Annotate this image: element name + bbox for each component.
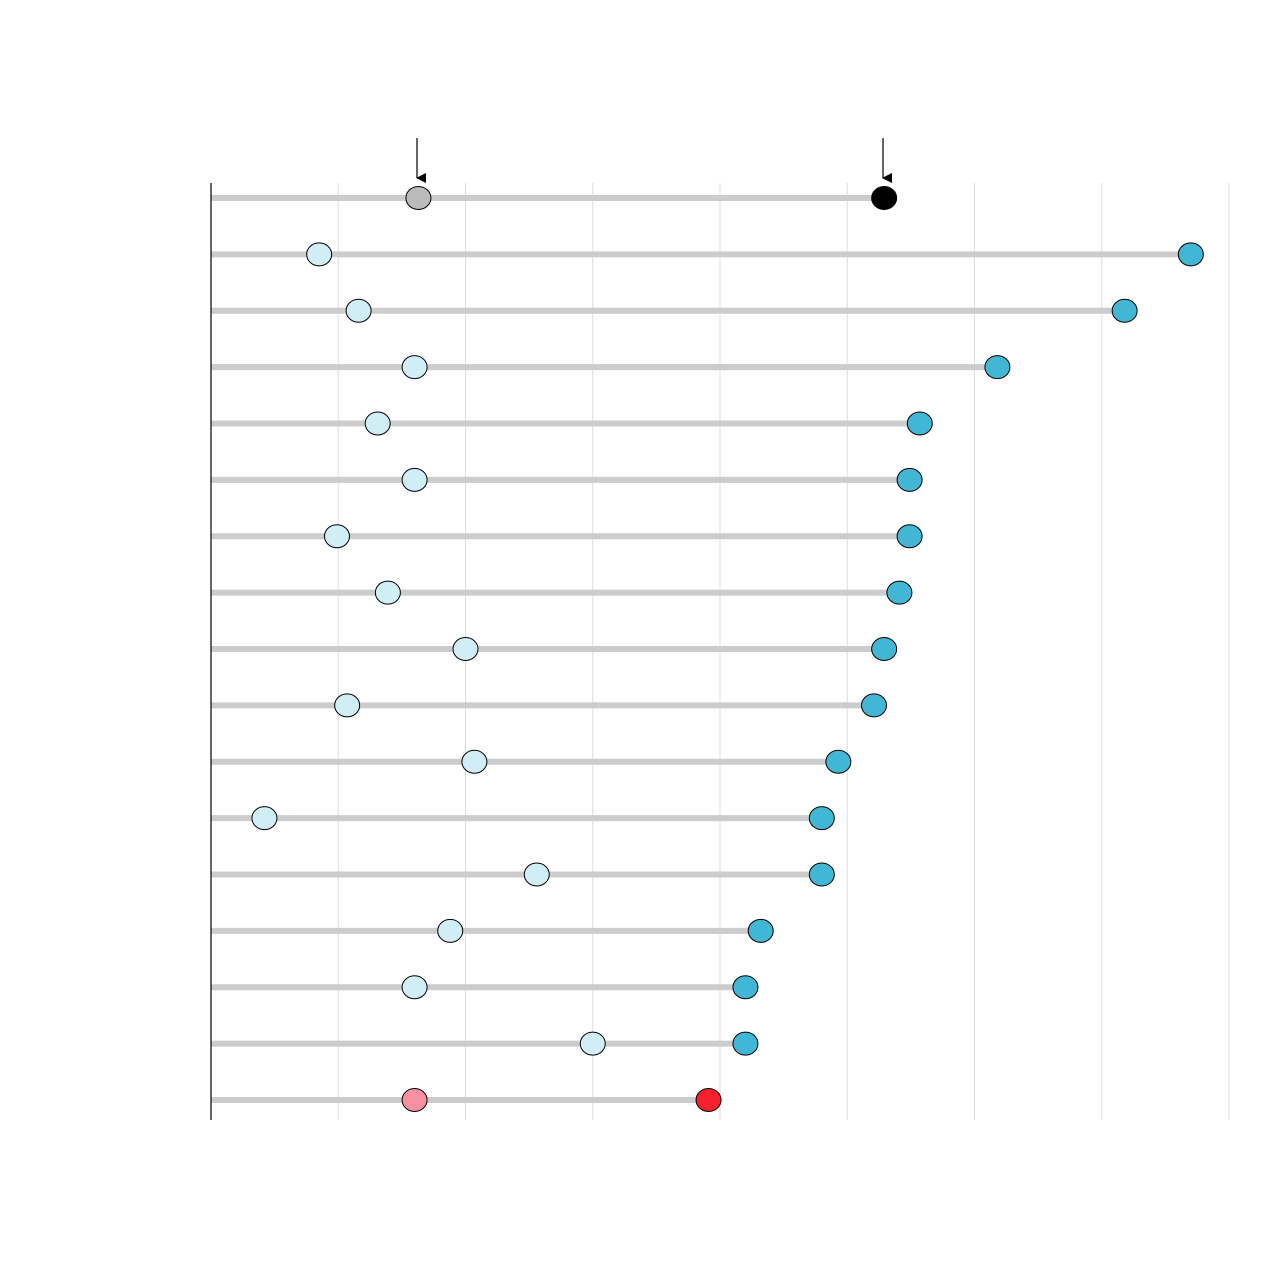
dot xyxy=(732,975,759,1000)
dot xyxy=(1177,242,1204,267)
dot xyxy=(886,580,913,605)
dot xyxy=(808,806,835,831)
annotations xyxy=(416,138,892,183)
dot xyxy=(437,918,464,943)
dot xyxy=(808,862,835,887)
dot xyxy=(323,524,350,549)
dot xyxy=(401,1088,428,1112)
dot xyxy=(523,862,550,887)
dot xyxy=(251,806,278,831)
dot xyxy=(896,524,923,549)
dot xyxy=(871,186,898,210)
dot xyxy=(1111,298,1138,323)
dot xyxy=(984,355,1011,380)
dot xyxy=(896,467,923,492)
dot xyxy=(452,637,479,661)
dot xyxy=(345,298,372,323)
dot xyxy=(401,355,428,380)
dot xyxy=(860,693,887,718)
dot xyxy=(579,1031,606,1056)
dot xyxy=(401,975,428,1000)
dot xyxy=(401,467,428,492)
dot xyxy=(825,749,852,774)
dot xyxy=(334,693,361,718)
dot xyxy=(306,242,333,267)
dot xyxy=(374,580,401,605)
dot xyxy=(405,186,432,210)
dot xyxy=(732,1031,759,1056)
dot xyxy=(906,411,933,436)
dot xyxy=(747,918,774,943)
dot xyxy=(695,1088,722,1112)
dot xyxy=(461,749,488,774)
dot xyxy=(364,411,391,436)
dot xyxy=(871,637,898,661)
